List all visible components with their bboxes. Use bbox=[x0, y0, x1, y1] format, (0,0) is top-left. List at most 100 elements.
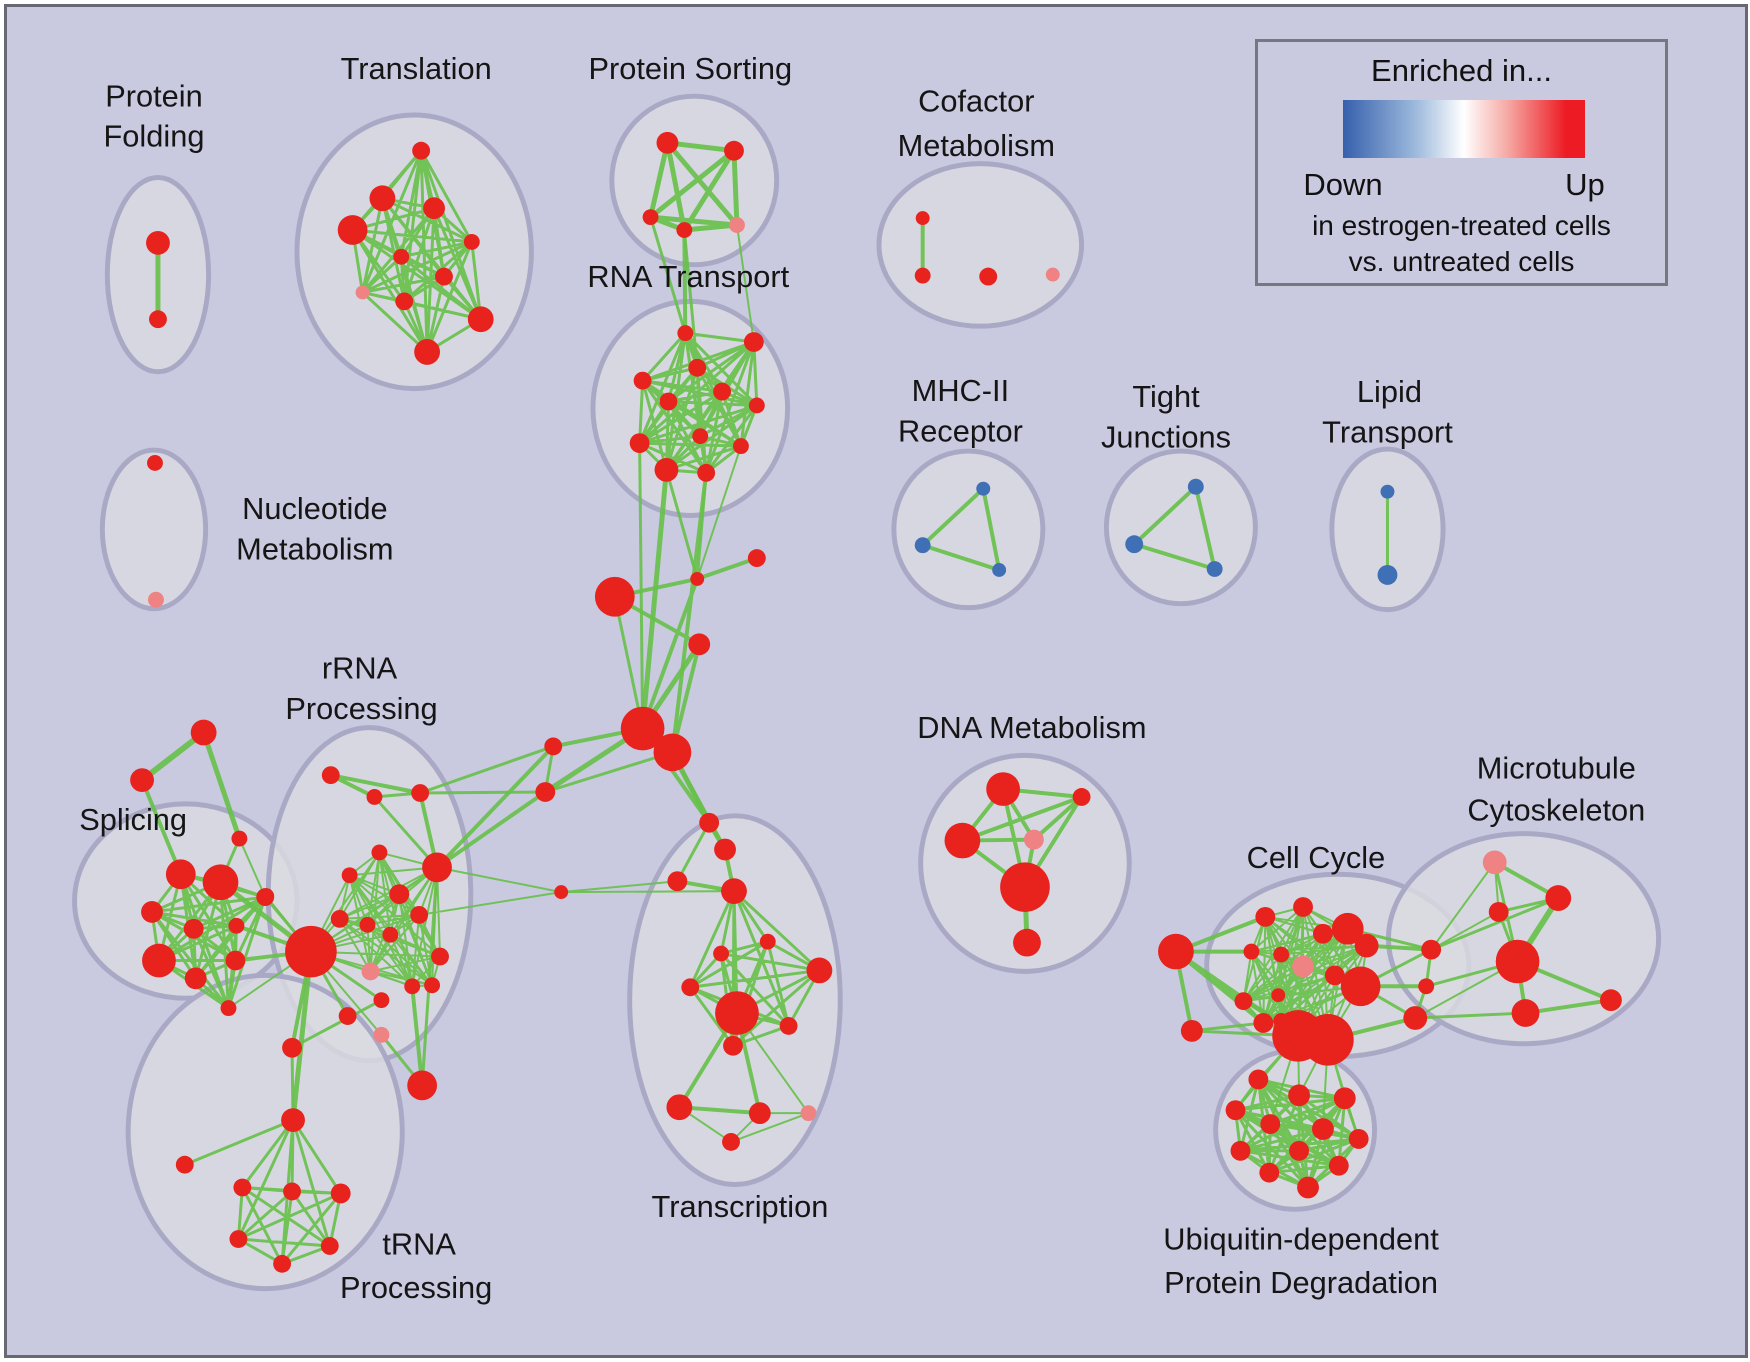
cluster-label-mhc-ii-receptor-line1: MHC-II bbox=[912, 373, 1009, 408]
node-rrH bbox=[285, 925, 337, 978]
node-pf1 bbox=[146, 231, 170, 255]
node-rr19 bbox=[361, 962, 380, 981]
node-c18 bbox=[1302, 1014, 1354, 1066]
node-r7 bbox=[748, 397, 765, 414]
node-m6 bbox=[1418, 978, 1435, 995]
node-d1 bbox=[986, 772, 1021, 806]
node-j1 bbox=[1187, 478, 1204, 495]
node-rr18 bbox=[282, 1037, 302, 1058]
node-t5 bbox=[463, 233, 480, 250]
node-tx4 bbox=[721, 878, 747, 905]
node-t3 bbox=[423, 197, 445, 220]
node-n7 bbox=[273, 1254, 292, 1273]
node-r12 bbox=[697, 463, 716, 482]
node-r10 bbox=[732, 438, 749, 455]
node-b2 bbox=[690, 571, 705, 586]
node-t8 bbox=[355, 285, 370, 300]
node-u2 bbox=[1288, 1084, 1311, 1107]
node-sp1 bbox=[165, 859, 196, 890]
cluster-label-splicing-line1: Splicing bbox=[79, 802, 187, 837]
node-u9 bbox=[1289, 1140, 1310, 1161]
node-rr2 bbox=[366, 789, 383, 805]
node-c6 bbox=[1331, 912, 1364, 945]
node-c7 bbox=[1354, 933, 1379, 958]
node-rr22 bbox=[424, 977, 441, 994]
node-mt6 bbox=[1600, 989, 1622, 1012]
node-f1 bbox=[915, 211, 930, 226]
node-u1 bbox=[1248, 1069, 1269, 1090]
cluster-label-translation-line1: Translation bbox=[341, 51, 492, 86]
node-rr10 bbox=[410, 905, 429, 924]
node-tri3 bbox=[231, 830, 248, 847]
cluster-label-rna-transport-line1: RNA Transport bbox=[587, 259, 789, 294]
node-l1 bbox=[1380, 484, 1395, 499]
node-tri1 bbox=[190, 719, 217, 746]
node-h1 bbox=[976, 481, 991, 496]
node-tx12 bbox=[666, 1094, 693, 1121]
node-m7 bbox=[1403, 1006, 1428, 1030]
node-s1 bbox=[656, 131, 679, 154]
node-b7 bbox=[544, 737, 563, 756]
node-n4 bbox=[330, 1183, 351, 1204]
node-rr20 bbox=[258, 888, 275, 905]
node-rr5 bbox=[341, 867, 358, 884]
node-rr14 bbox=[422, 852, 452, 883]
legend-gradient-bar bbox=[1343, 100, 1585, 158]
cluster-label-ubiquitin-degradation-line1: Ubiquitin-dependent bbox=[1163, 1222, 1439, 1257]
node-m5 bbox=[1421, 939, 1442, 960]
node-j3 bbox=[1206, 561, 1223, 577]
node-c8 bbox=[1243, 943, 1260, 960]
cluster-label-nucleotide-metabolism-line2: Metabolism bbox=[236, 532, 393, 567]
node-mt5 bbox=[1511, 999, 1540, 1027]
node-c5 bbox=[1312, 923, 1333, 944]
cluster-label-cell-cycle-line1: Cell Cycle bbox=[1247, 840, 1386, 875]
cluster-label-tight-junctions-line1: Tight bbox=[1132, 379, 1200, 414]
node-t11 bbox=[414, 339, 441, 365]
node-t10 bbox=[467, 306, 494, 333]
node-t7 bbox=[435, 267, 453, 286]
node-c4 bbox=[1293, 897, 1313, 917]
node-f3 bbox=[979, 267, 998, 286]
legend-down-label: Down bbox=[1303, 167, 1383, 202]
node-n2 bbox=[233, 1178, 252, 1197]
node-t1 bbox=[412, 141, 431, 160]
node-rr9 bbox=[382, 926, 399, 943]
legend-subtitle-line1: in estrogen-treated cells bbox=[1312, 210, 1611, 241]
node-sp2 bbox=[202, 864, 239, 901]
legend-title: Enriched in... bbox=[1371, 53, 1552, 88]
node-u4 bbox=[1225, 1100, 1246, 1121]
cluster-label-microtubule-cytoskeleton-line1: Microtubule bbox=[1477, 751, 1636, 786]
node-n6 bbox=[320, 1237, 339, 1255]
cluster-label-rrna-processing-line1: rRNA bbox=[322, 651, 398, 686]
node-d4 bbox=[1023, 829, 1044, 850]
node-n1 bbox=[175, 1155, 194, 1174]
cluster-label-dna-metabolism-line1: DNA Metabolism bbox=[917, 710, 1146, 745]
node-r2 bbox=[743, 332, 764, 352]
cluster-label-cofactor-metabolism-line1: Cofactor bbox=[918, 84, 1034, 119]
node-n3 bbox=[283, 1182, 301, 1201]
cluster-label-rrna-processing-line2: Processing bbox=[285, 691, 437, 726]
node-rr12 bbox=[404, 978, 421, 995]
enrichment-network-figure: Protein Folding Translation Protein Sorting… bbox=[4, 4, 1748, 1358]
node-sp9 bbox=[225, 950, 246, 971]
node-t9 bbox=[395, 292, 414, 311]
node-tx1 bbox=[699, 812, 720, 833]
cluster-ellipse-cofactor-metabolism bbox=[876, 161, 1085, 329]
cluster-label-trna-processing-line1: tRNA bbox=[382, 1227, 456, 1262]
node-n0 bbox=[281, 1108, 305, 1132]
node-u5 bbox=[1260, 1114, 1281, 1134]
node-rr1 bbox=[321, 766, 340, 785]
node-c14 bbox=[1271, 988, 1286, 1003]
node-r8 bbox=[692, 428, 709, 445]
node-rr4 bbox=[371, 844, 388, 861]
node-h2 bbox=[914, 537, 931, 554]
node-tx6 bbox=[713, 945, 730, 962]
node-tx10 bbox=[779, 1017, 798, 1035]
network-edges-width-4 bbox=[140, 216, 1613, 1116]
node-rr16 bbox=[373, 1026, 390, 1043]
node-ln1 bbox=[554, 885, 569, 900]
node-r6 bbox=[659, 392, 678, 411]
node-c3 bbox=[1255, 906, 1276, 927]
node-rr13 bbox=[373, 992, 390, 1009]
node-tx2 bbox=[714, 838, 736, 861]
